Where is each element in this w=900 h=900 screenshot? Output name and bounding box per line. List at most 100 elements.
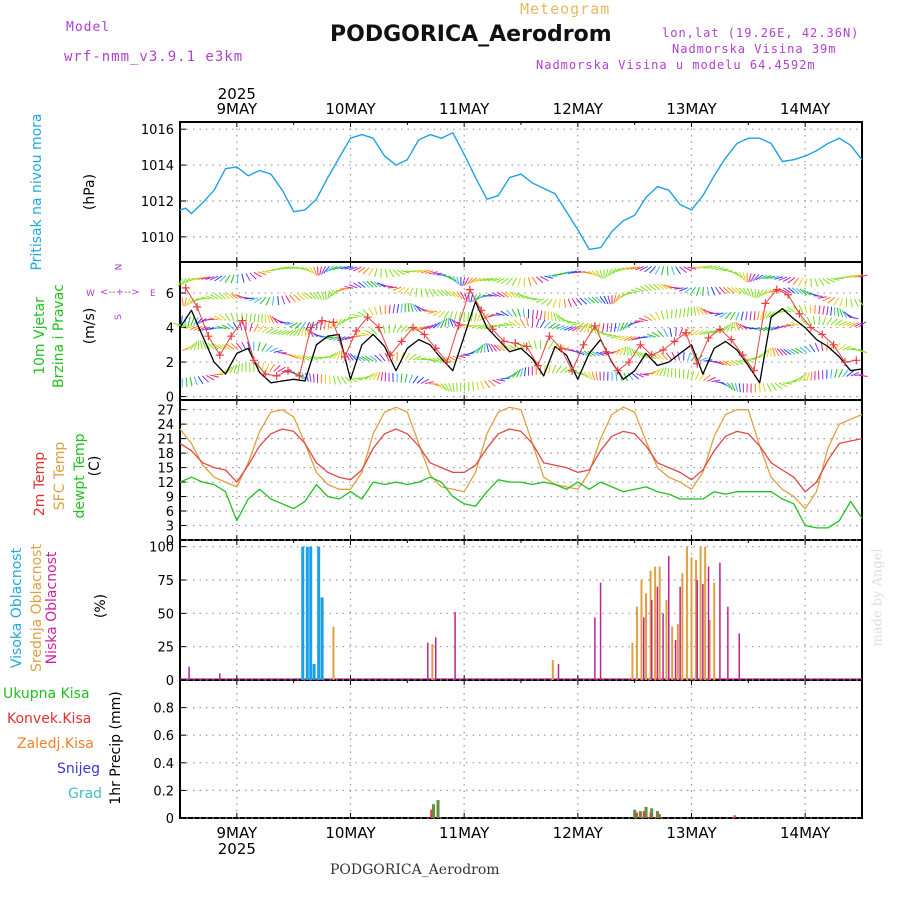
wind-arrow <box>265 296 271 306</box>
wind-arrow <box>305 292 313 300</box>
wind-arrow <box>762 383 766 393</box>
wind-arrow <box>749 311 752 321</box>
wind-arrow <box>404 352 411 361</box>
wind-arrow <box>665 352 673 361</box>
wind-arrow <box>818 278 825 287</box>
wind-arrow <box>392 304 396 314</box>
wind-arrow <box>727 360 736 367</box>
wind-arrow <box>416 326 426 331</box>
wind-arrow <box>794 375 803 383</box>
wind-arrow <box>373 306 378 316</box>
wind-arrow <box>623 346 627 356</box>
wind-arrow <box>559 366 568 374</box>
wind-arrow <box>734 383 739 392</box>
wind-arrow <box>301 267 310 272</box>
year-label-bottom: 2025 <box>218 840 256 858</box>
wind-arrow <box>285 295 291 304</box>
wind-gust-marker <box>693 359 702 368</box>
wind-arrow <box>281 330 291 336</box>
wind-arrow <box>858 374 868 377</box>
wind-arrow <box>745 311 748 321</box>
wind-arrow <box>333 351 339 360</box>
wind-arrow <box>424 270 434 274</box>
wind-arrow <box>810 371 813 381</box>
wind-arrow <box>693 306 696 316</box>
wind-arrow <box>241 363 243 373</box>
wind-arrow <box>241 273 245 283</box>
wind-arrow <box>756 289 760 299</box>
wind-arrow <box>486 343 490 353</box>
wind-arrow <box>392 286 402 291</box>
precip-total-bar <box>638 811 642 818</box>
wind-arrow <box>799 288 808 296</box>
wind-arrow <box>790 348 800 355</box>
wind-arrow <box>854 321 863 328</box>
wind-arrow <box>463 311 466 321</box>
wind-arrow <box>261 270 271 273</box>
wind-arrow <box>552 298 557 308</box>
wind-arrow <box>679 266 687 274</box>
wind-arrow <box>226 292 235 300</box>
wind-arrow <box>691 329 700 336</box>
wind-arrow <box>379 353 386 362</box>
wind-arrow <box>770 325 780 331</box>
wind-arrow <box>480 324 489 330</box>
wind-arrow <box>233 364 238 374</box>
wind-arrow <box>453 319 462 327</box>
wind-arrow <box>324 290 327 300</box>
wind-arrow <box>320 266 326 275</box>
cloud-low-bar <box>679 586 681 680</box>
wind-arrow <box>218 344 227 350</box>
day-label-bottom: 14MAY <box>780 824 831 842</box>
wind-arrow <box>839 308 844 318</box>
wind-arrow <box>854 274 864 278</box>
wind-gust-marker <box>727 335 736 344</box>
wind-arrow <box>197 340 200 350</box>
wind-arrow <box>226 343 235 350</box>
wind-arrow <box>400 270 410 274</box>
cloud-mid-bar <box>699 546 702 680</box>
wind-arrow <box>416 376 424 384</box>
wind-arrow <box>555 365 562 374</box>
wind-arrow <box>512 370 519 378</box>
wind-arrow <box>722 286 731 294</box>
wind-arrow <box>812 315 816 326</box>
wind-arrow <box>806 316 812 326</box>
wind-arrow <box>466 277 474 285</box>
wind-gust-marker <box>738 351 747 360</box>
wind-arrow <box>348 266 358 271</box>
wind-arrow <box>261 343 267 352</box>
wind-arrow <box>622 322 629 331</box>
dewpt-line <box>179 476 863 529</box>
wind-arrow <box>699 372 706 381</box>
wind-arrow <box>209 275 219 281</box>
wind-arrow <box>814 278 819 288</box>
wind-arrow <box>583 324 589 333</box>
wind-arrow <box>707 376 716 382</box>
wind-arrow <box>696 306 700 316</box>
wind-arrow <box>715 360 724 366</box>
temp2m-line <box>179 428 863 493</box>
wind-arrow <box>660 266 665 276</box>
wind-arrow <box>373 281 382 288</box>
wind-arrow <box>281 266 291 270</box>
wind-arrow <box>319 266 323 276</box>
wind-arrow <box>253 323 259 333</box>
wind-arrow <box>189 377 193 387</box>
wind-arrow <box>619 346 625 356</box>
wind-arrow <box>787 277 796 284</box>
cloud-low-bar <box>594 617 596 680</box>
wind-arrow <box>854 348 864 353</box>
wind-arrow <box>309 355 319 361</box>
wind-arrow <box>372 372 378 381</box>
wind-arrow <box>627 336 637 342</box>
wind-arrow <box>758 383 761 393</box>
wind-arrow <box>428 358 438 363</box>
wind-arrow <box>854 298 859 308</box>
wind-arrow <box>679 327 684 337</box>
wind-arrow <box>644 284 653 292</box>
wind-arrow <box>703 374 711 382</box>
wind-arrow <box>699 265 709 269</box>
wind-arrow <box>460 291 466 301</box>
